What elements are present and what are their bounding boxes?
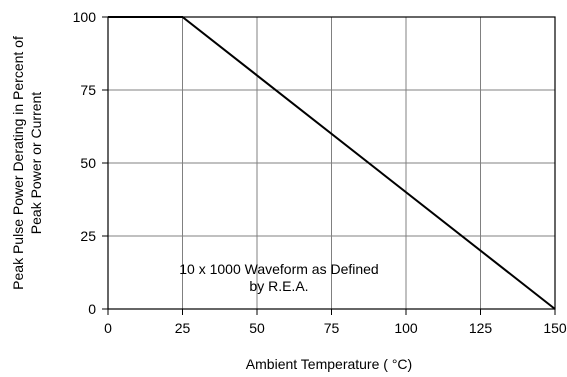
annotation-line-2: by R.E.A.	[249, 278, 308, 294]
x-tick-label-125: 125	[469, 320, 493, 336]
x-axis-ticks: 0 25 50 75 100 125 150	[104, 309, 567, 336]
x-tick-label-25: 25	[175, 320, 191, 336]
annotation-line-1: 10 x 1000 Waveform as Defined	[179, 261, 378, 277]
y-tick-label-0: 0	[88, 301, 96, 317]
y-axis-ticks: 0 25 50 75 100	[73, 9, 108, 317]
y-tick-label-75: 75	[80, 82, 96, 98]
series-line-0	[108, 16, 556, 310]
x-tick-label-100: 100	[394, 320, 418, 336]
x-tick-label-150: 150	[543, 320, 567, 336]
x-tick-label-0: 0	[104, 320, 112, 336]
x-tick-label-50: 50	[249, 320, 265, 336]
y-axis-title-line-1: Peak Pulse Power Derating in Percent of	[10, 36, 26, 290]
series-layer	[108, 16, 556, 310]
x-tick-label-75: 75	[324, 320, 340, 336]
y-tick-label-100: 100	[73, 9, 97, 25]
x-axis-title: Ambient Temperature ( °C)	[246, 356, 412, 372]
grid	[108, 17, 555, 309]
y-tick-label-50: 50	[80, 155, 96, 171]
y-axis-title-line-2: Peak Power or Current	[28, 92, 44, 235]
y-tick-label-25: 25	[80, 228, 96, 244]
